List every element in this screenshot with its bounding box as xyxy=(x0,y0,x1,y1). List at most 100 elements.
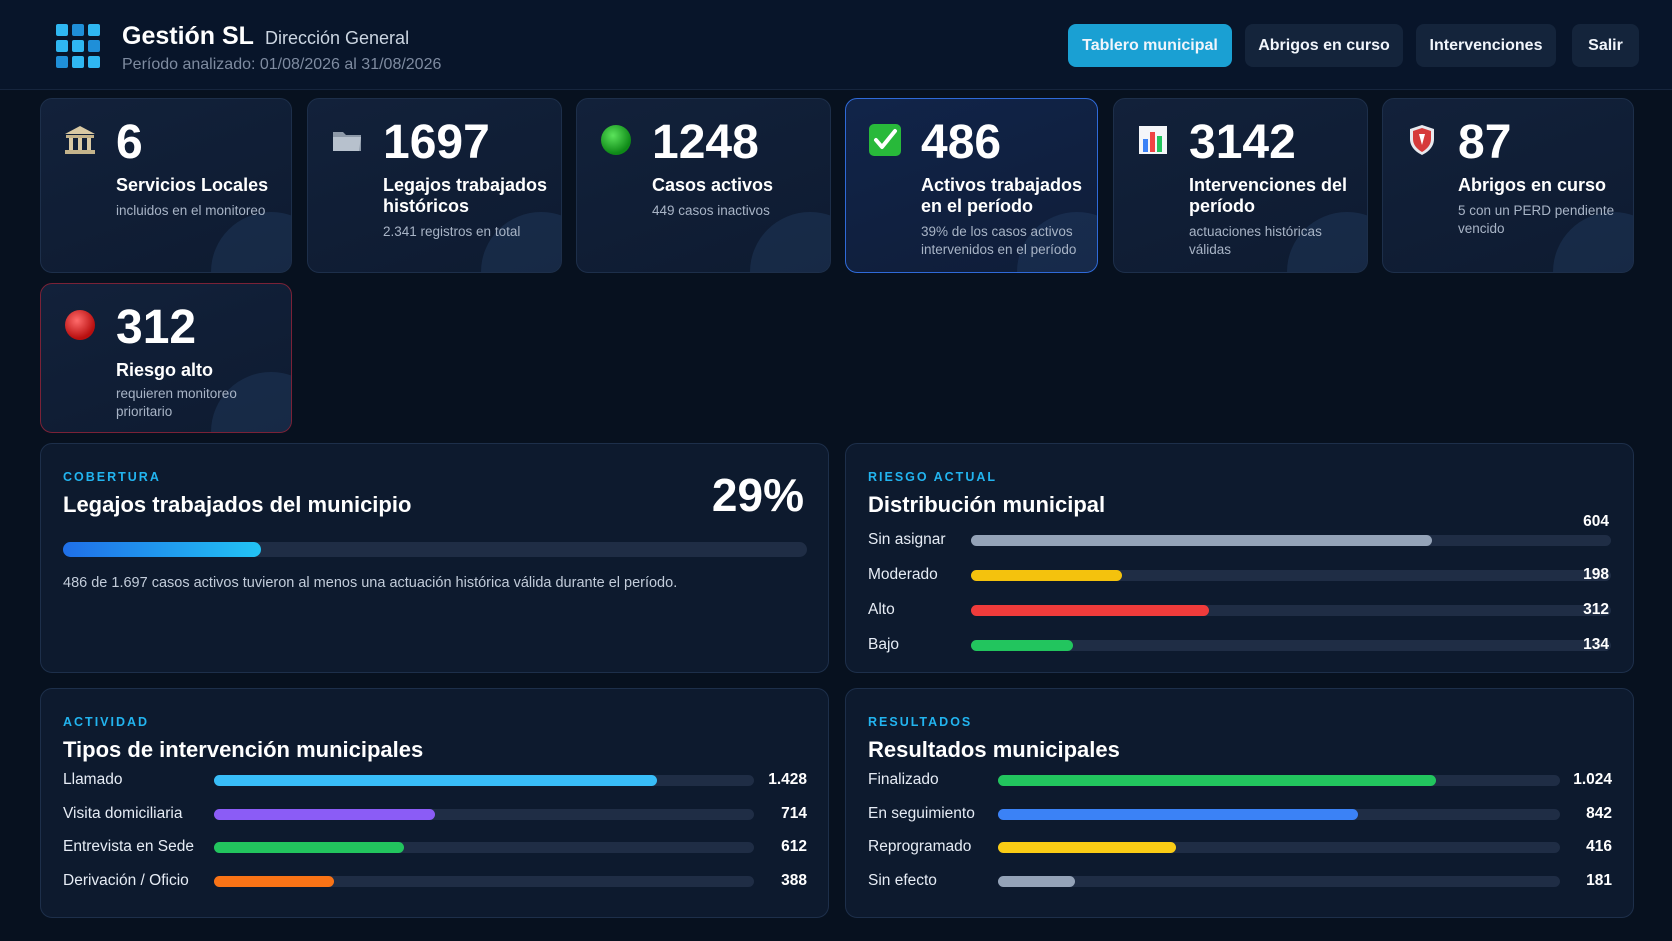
risk-row-value: 134 xyxy=(1583,636,1609,653)
bar-chart-icon xyxy=(1139,126,1167,154)
stat-label: Riesgo alto xyxy=(116,360,214,380)
stat-note: 2.341 registros en total xyxy=(383,224,521,239)
risk-row-value: 198 xyxy=(1583,566,1609,583)
activity-row-label: Derivación / Oficio xyxy=(63,871,189,889)
stat-note: actuaciones históricas válidas xyxy=(1189,224,1322,257)
stat-value: 312 xyxy=(116,301,197,354)
results-row-label: En seguimiento xyxy=(868,804,975,822)
results-row-label: Reprogramado xyxy=(868,838,972,855)
risk-row-value: 604 xyxy=(1583,513,1609,530)
activity-bar-fill xyxy=(214,808,436,820)
results-row-value: 181 xyxy=(1586,871,1612,889)
risk-row-label: Sin asignar xyxy=(868,531,946,548)
activity-title: Tipos de intervención municipales xyxy=(63,737,424,762)
stat-label: Intervenciones del período xyxy=(1189,175,1348,216)
stat-value: 486 xyxy=(921,116,1002,169)
results-bar-track xyxy=(998,842,1560,853)
risk-row-label: Bajo xyxy=(868,636,900,653)
coverage-eyebrow: COBERTURA xyxy=(63,470,161,484)
activity-bar-track xyxy=(214,842,754,853)
app-subtitle: Dirección General xyxy=(265,28,410,48)
results-row-value: 842 xyxy=(1586,804,1612,822)
activity-row-value: 714 xyxy=(781,804,807,822)
risk-bar-fill xyxy=(971,535,1432,546)
logout-button[interactable]: Salir xyxy=(1572,24,1639,67)
results-bar-track xyxy=(998,808,1560,820)
activity-row-value: 612 xyxy=(781,838,807,855)
results-row-label: Finalizado xyxy=(868,771,939,788)
results-title: Resultados municipales xyxy=(868,737,1120,762)
results-bar-track xyxy=(998,875,1560,887)
stat-card-servicios: 6 Servicios Locales incluidos en el moni… xyxy=(40,98,292,273)
activity-row-label: Llamado xyxy=(63,771,123,788)
shield-icon xyxy=(1410,125,1434,155)
activity-eyebrow: ACTIVIDAD xyxy=(63,715,150,729)
coverage-progress-fill xyxy=(63,542,262,557)
coverage-title: Legajos trabajados del municipio xyxy=(63,492,412,517)
stat-note: incluidos en el monitoreo xyxy=(116,203,266,218)
activity-bar-fill xyxy=(214,875,335,887)
coverage-percent: 29% xyxy=(711,469,804,521)
risk-bar-track xyxy=(971,535,1611,546)
folder-icon xyxy=(333,132,361,151)
activity-row-label: Entrevista en Sede xyxy=(63,838,194,855)
activity-bar-track xyxy=(214,875,754,887)
coverage-progress-track xyxy=(63,542,807,557)
bank-icon xyxy=(65,126,95,154)
coverage-description: 486 de 1.697 casos activos tuvieron al m… xyxy=(63,575,678,591)
activity-bar-track xyxy=(214,808,754,820)
stat-value: 1697 xyxy=(383,116,490,169)
risk-title: Distribución municipal xyxy=(868,492,1106,517)
coverage-panel: COBERTURA Legajos trabajados del municip… xyxy=(40,443,829,673)
nav-intervenciones-button[interactable]: Intervenciones xyxy=(1416,24,1556,67)
stat-value: 3142 xyxy=(1189,116,1296,169)
activity-row-value: 1.428 xyxy=(768,771,807,788)
activity-bar-track xyxy=(214,775,754,786)
results-row-value: 416 xyxy=(1586,838,1612,855)
stat-label: Activos trabajados en el período xyxy=(921,175,1083,216)
risk-eyebrow: RIESGO ACTUAL xyxy=(868,470,998,484)
app-title: Gestión SL xyxy=(122,22,254,50)
results-panel: RESULTADOS Resultados municipales Finali… xyxy=(845,688,1634,918)
stat-value: 6 xyxy=(116,116,143,169)
activity-panel: ACTIVIDAD Tipos de intervención municipa… xyxy=(40,688,829,918)
nav-abrigos-button[interactable]: Abrigos en curso xyxy=(1245,24,1403,67)
activity-row-label: Visita domiciliaria xyxy=(63,804,183,822)
stat-card-intervenciones: 3142 Intervenciones del período actuacio… xyxy=(1113,98,1368,273)
stat-value: 87 xyxy=(1458,116,1512,169)
stat-note: requieren monitoreo prioritario xyxy=(116,386,237,419)
risk-panel: RIESGO ACTUAL Distribución municipal Sin… xyxy=(845,443,1634,673)
period-range: Período analizado: 01/08/2026 al 31/08/2… xyxy=(122,56,442,73)
stat-card-riesgo-alto: 312 Riesgo alto requieren monitoreo prio… xyxy=(40,283,292,433)
risk-bar-fill xyxy=(971,570,1123,581)
stat-note: 39% de los casos activos intervenidos en… xyxy=(921,224,1077,257)
stat-card-legajos: 1697 Legajos trabajados históricos 2.341… xyxy=(307,98,562,273)
red-circle-icon xyxy=(65,310,95,340)
results-bar-fill xyxy=(998,808,1359,820)
results-bar-fill xyxy=(998,842,1177,853)
stat-card-activos-trabajados: 486 Activos trabajados en el período 39%… xyxy=(845,98,1098,273)
check-icon xyxy=(869,124,901,156)
stat-note: 449 casos inactivos xyxy=(652,203,770,218)
stat-label: Legajos trabajados históricos xyxy=(383,175,548,216)
results-bar-track xyxy=(998,775,1560,786)
nav-tablero-municipal-button[interactable]: Tablero municipal xyxy=(1068,24,1232,67)
risk-bar-fill xyxy=(971,640,1074,651)
risk-row-label: Alto xyxy=(868,601,895,618)
results-row-value: 1.024 xyxy=(1573,771,1612,788)
risk-bar-track xyxy=(971,570,1611,581)
risk-row-label: Moderado xyxy=(868,566,938,583)
activity-bar-fill xyxy=(214,842,404,853)
stat-label: Abrigos en curso xyxy=(1458,175,1607,195)
top-header: Gestión SL Dirección General Período ana… xyxy=(0,0,1672,90)
results-bar-fill xyxy=(998,775,1437,786)
results-row-label: Sin efecto xyxy=(868,871,937,889)
risk-bar-track xyxy=(971,640,1611,651)
activity-row-value: 388 xyxy=(781,871,807,889)
stat-note: 5 con un PERD pendiente vencido xyxy=(1458,203,1615,236)
stat-value: 1248 xyxy=(652,116,759,169)
risk-bar-fill xyxy=(971,605,1210,616)
activity-bar-fill xyxy=(214,775,657,786)
green-circle-icon xyxy=(601,125,631,155)
app-grid-icon xyxy=(56,24,102,68)
